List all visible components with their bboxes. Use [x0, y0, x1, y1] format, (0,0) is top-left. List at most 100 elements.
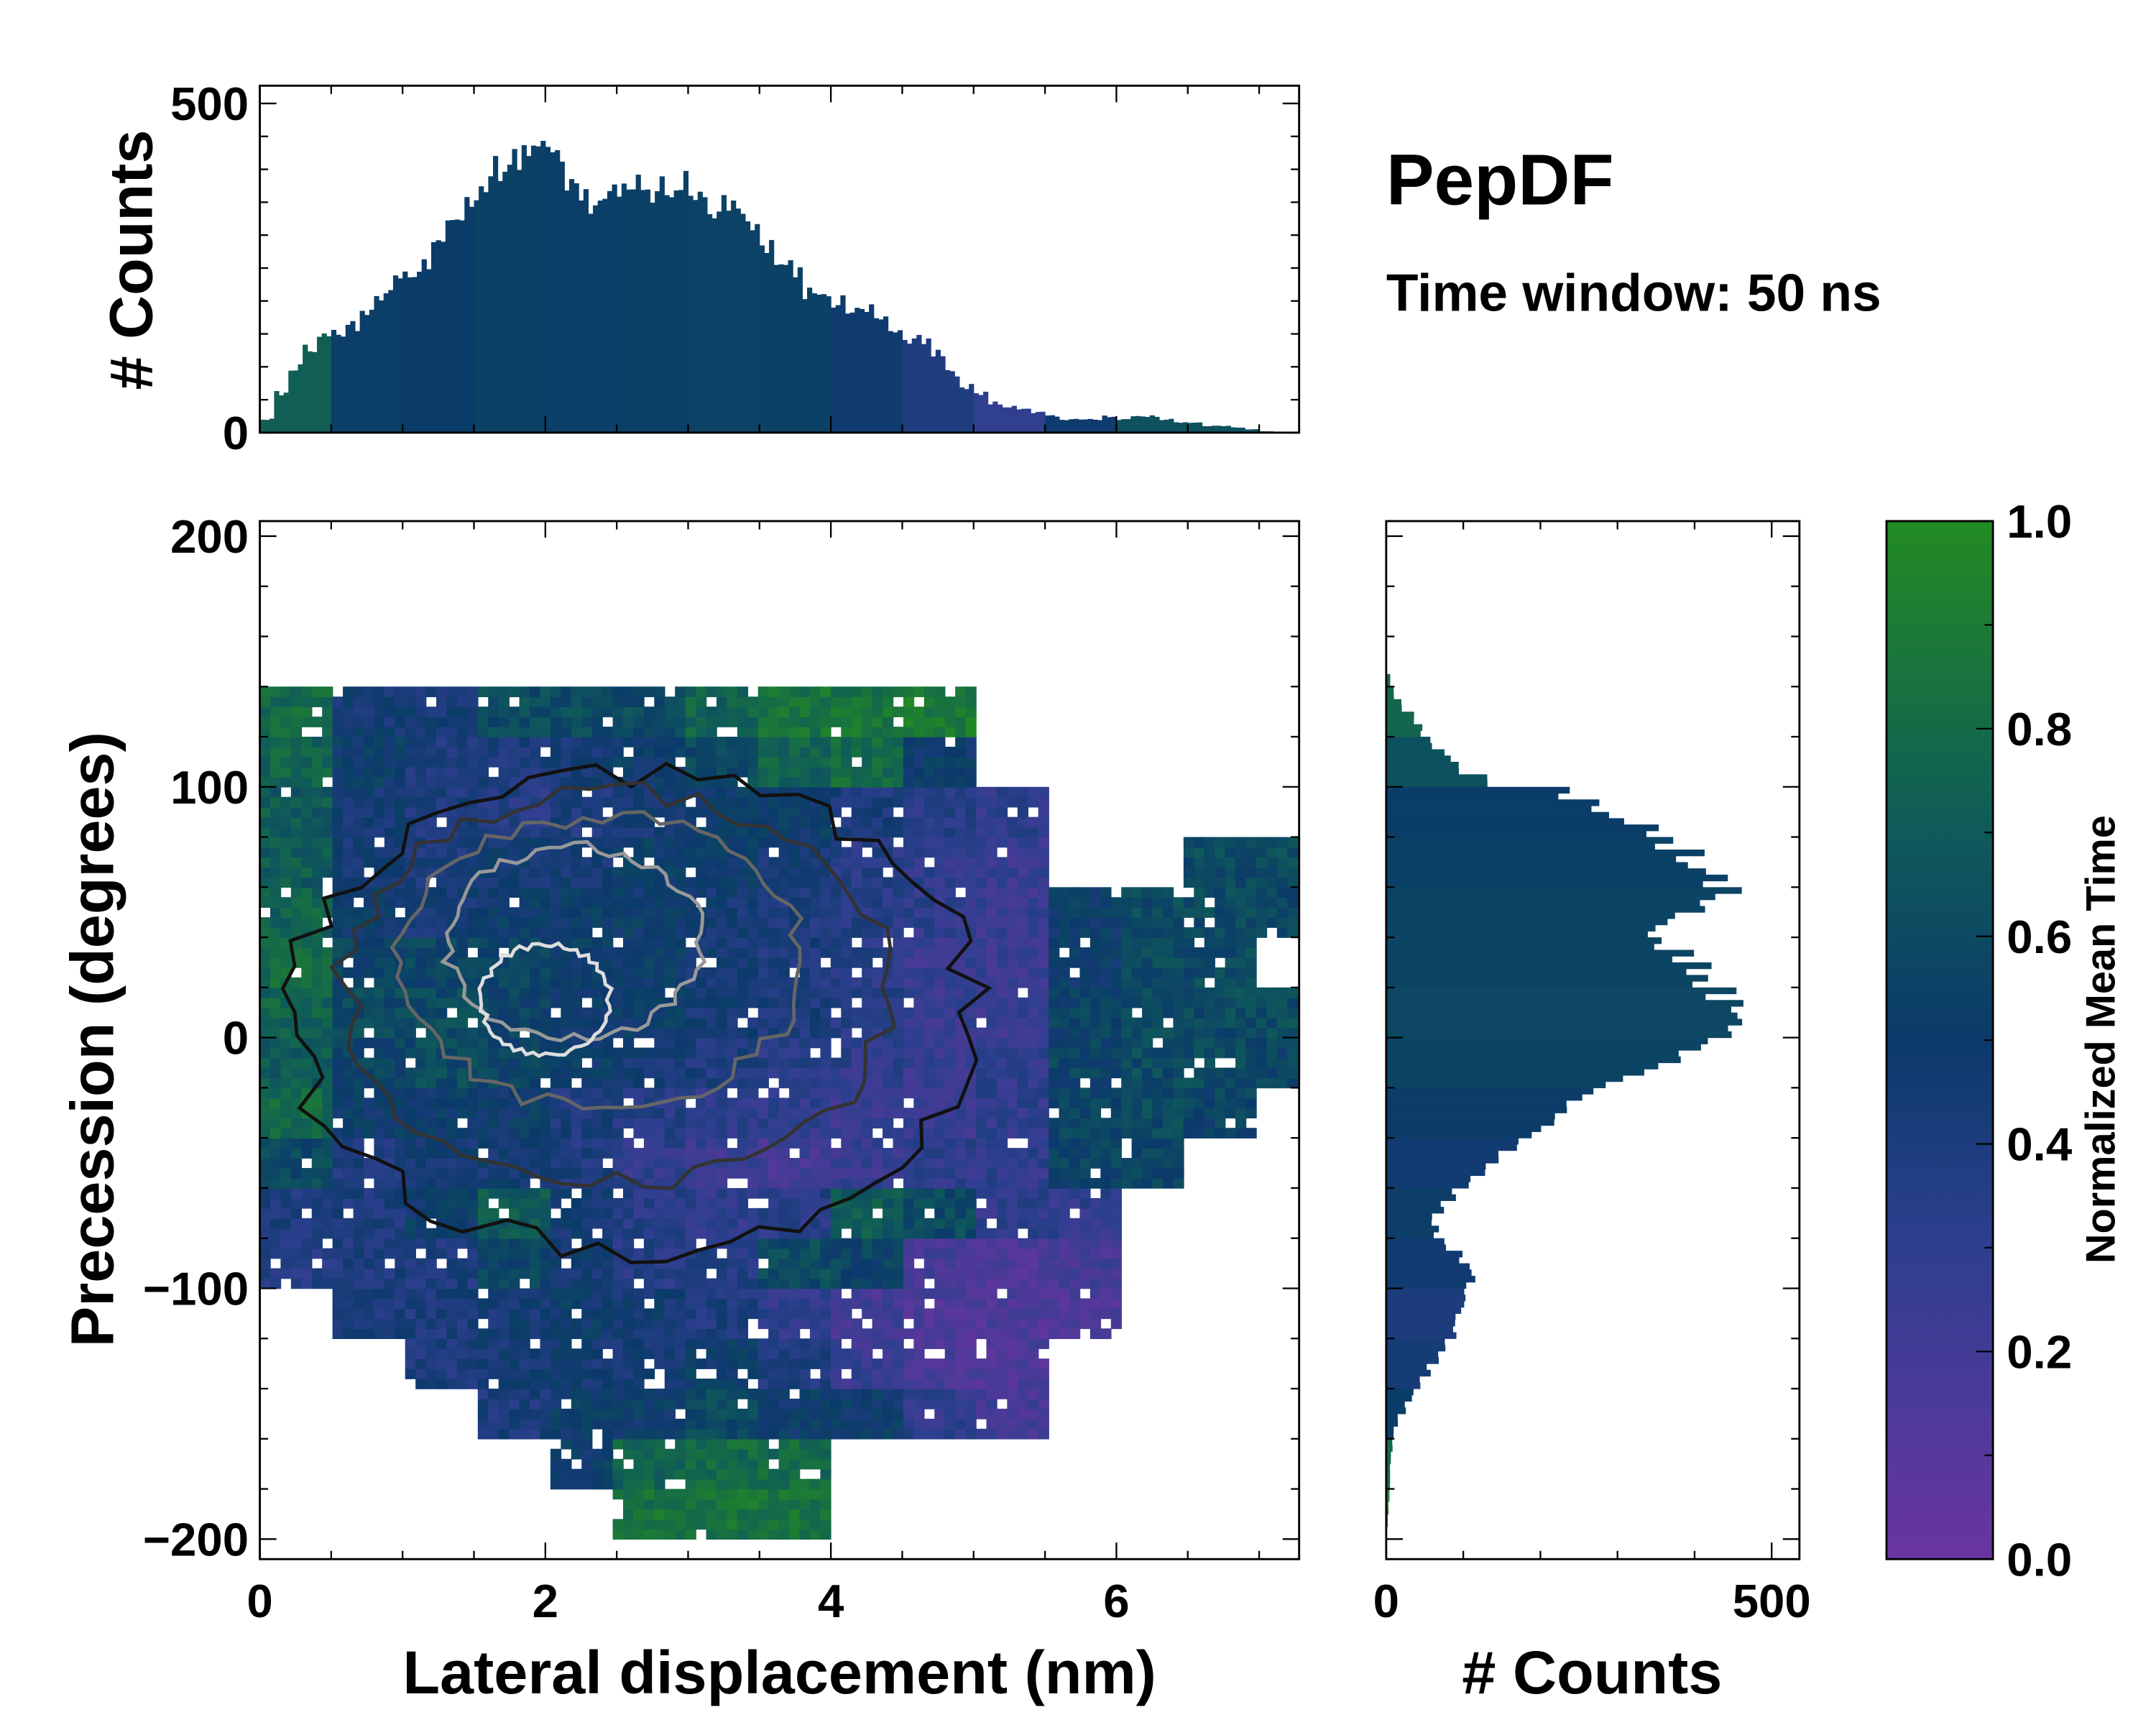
heatmap-cell [654, 1348, 665, 1359]
heatmap-cell [955, 1389, 967, 1399]
heatmap-cell [290, 917, 303, 928]
heatmap-cell [747, 1489, 759, 1500]
heatmap-cell [737, 967, 749, 978]
heatmap-cell [654, 1318, 665, 1330]
heatmap-cell [883, 1268, 894, 1279]
heatmap-cell [903, 1177, 915, 1189]
heatmap-cell [343, 1057, 354, 1069]
heatmap-cell [425, 756, 437, 768]
heatmap-cell [706, 1389, 717, 1399]
heatmap-cell [425, 827, 437, 838]
heatmap-cell [757, 1027, 769, 1039]
heatmap-cell [706, 1298, 717, 1310]
heatmap-cell [737, 1458, 749, 1470]
heatmap-cell [696, 1077, 707, 1089]
heatmap-cell [270, 1128, 282, 1138]
heatmap-cell [280, 1047, 292, 1059]
heatmap-cell [405, 887, 416, 898]
heatmap-cell [820, 1318, 831, 1330]
heatmap-cell [965, 1218, 977, 1229]
heatmap-cell [965, 1248, 977, 1259]
heatmap-cell [944, 1328, 956, 1340]
heatmap-cell [561, 957, 572, 968]
heatmap-cell [395, 1258, 406, 1269]
heatmap-cell [467, 717, 479, 727]
heatmap-cell [903, 977, 915, 988]
heatmap-cell [706, 847, 717, 858]
heatmap-cell [757, 1108, 769, 1119]
heatmap-cell [872, 1197, 883, 1209]
heatmap-cell [519, 737, 530, 748]
heatmap-cell [353, 1308, 364, 1320]
heatmap-cell [509, 1138, 520, 1149]
heatmap-cell [374, 1228, 385, 1239]
heatmap-cell [913, 1077, 925, 1089]
heatmap-cell [384, 1047, 396, 1059]
heatmap-cell [622, 967, 635, 978]
heatmap-cell [280, 1177, 292, 1189]
heatmap-cell [923, 1389, 936, 1399]
heatmap-cell [571, 927, 582, 938]
heatmap-cell [332, 1108, 344, 1119]
heatmap-cell [322, 1158, 333, 1169]
heatmap-cell [622, 977, 635, 988]
heatmap-cell [612, 786, 624, 798]
heatmap-cell [675, 1428, 686, 1440]
heatmap-cell [799, 1087, 811, 1099]
heatmap-cell [923, 827, 936, 838]
heatmap-cell [602, 707, 614, 717]
heatmap-cell [696, 1398, 707, 1409]
heatmap-cell [872, 707, 883, 717]
heatmap-cell [757, 1489, 769, 1500]
heatmap-cell [488, 847, 499, 858]
heatmap-cell [862, 1248, 873, 1259]
heatmap-cell [934, 1308, 946, 1320]
heatmap-cell [883, 1418, 894, 1430]
heatmap-cell [757, 806, 769, 818]
heatmap-cell [322, 977, 333, 988]
heatmap-cell [280, 727, 292, 737]
heatmap-cell [612, 987, 624, 998]
heatmap-cell [581, 1368, 593, 1379]
heatmap-cell [778, 1208, 790, 1219]
heatmap-cell [436, 696, 448, 707]
heatmap-cell [727, 1438, 738, 1450]
heatmap-cell [633, 1519, 645, 1530]
heatmap-cell [820, 1428, 831, 1440]
heatmap-cell [872, 746, 883, 758]
heatmap-cell [696, 997, 707, 1008]
heatmap-cell [519, 1348, 530, 1359]
heatmap-cell [591, 1318, 603, 1330]
heatmap-cell [872, 686, 883, 697]
heatmap-cell [923, 686, 936, 697]
heatmap-cell [301, 1268, 313, 1279]
heatmap-cell [757, 686, 769, 697]
heatmap-cell [519, 1308, 530, 1320]
heatmap-cell [530, 1208, 541, 1219]
heatmap-cell [727, 917, 738, 928]
heatmap-cell [612, 1368, 624, 1379]
heatmap-cell [343, 1087, 354, 1099]
heatmap-cell [353, 977, 364, 988]
heatmap-cell [415, 1197, 427, 1209]
heatmap-cell [675, 1218, 686, 1229]
heatmap-cell [488, 1328, 499, 1340]
heatmap-cell [903, 766, 915, 778]
heatmap-cell [290, 1077, 303, 1089]
heatmap-cell [903, 1128, 915, 1138]
heatmap-cell [955, 1197, 967, 1209]
heatmap-cell [540, 1037, 551, 1049]
heatmap-cell [696, 1318, 707, 1330]
heatmap-cell [778, 1308, 790, 1320]
heatmap-cell [446, 1278, 458, 1289]
heatmap-cell [643, 967, 655, 978]
heatmap-cell [290, 696, 303, 707]
heatmap-cell [353, 867, 364, 878]
heatmap-cell [841, 937, 852, 948]
heatmap-cell [706, 997, 717, 1008]
heatmap-cell [675, 1529, 686, 1540]
heatmap-cell [477, 1308, 489, 1320]
heatmap-cell [664, 737, 676, 748]
heatmap-cell [851, 1077, 862, 1089]
heatmap-cell [955, 1158, 967, 1169]
